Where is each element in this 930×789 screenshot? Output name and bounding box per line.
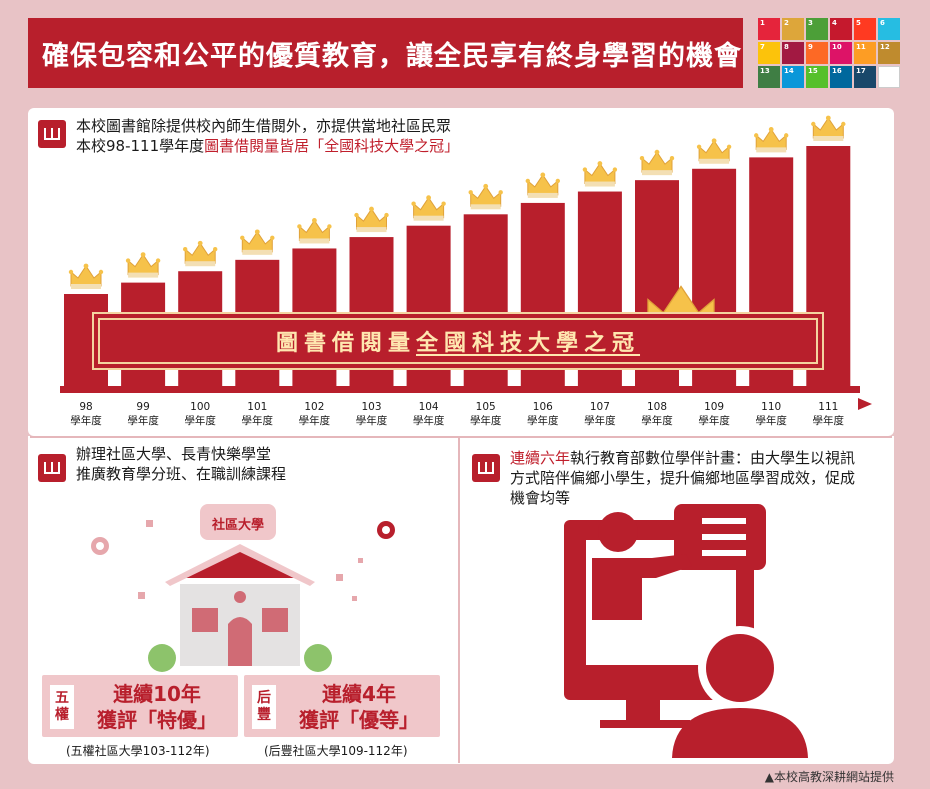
x-tick-label: 111 學年度	[812, 401, 845, 427]
online-tutor-icon	[564, 504, 808, 758]
sdg-goal-icon: 14	[782, 66, 804, 88]
crown-icon	[525, 172, 561, 199]
sdg-goal-icon: 3	[806, 18, 828, 40]
x-tick-label: 98 學年度	[70, 401, 102, 427]
library-line2-highlight: 圖書借閱量皆居「全國科技大學之冠」	[204, 137, 460, 155]
crown-icon	[125, 251, 161, 279]
x-tick-label: 108 學年度	[641, 401, 673, 427]
award-badge: 五權	[50, 685, 74, 729]
sdg-goal-icon: 5	[854, 18, 876, 40]
page-title: 確保包容和公平的優質教育，讓全民享有終身學習的機會	[28, 18, 743, 88]
sdg-goal-icon: 16	[830, 66, 852, 88]
community-line1: 辦理社區大學、長青快樂學堂	[76, 445, 272, 463]
x-tick-label: 103 學年度	[355, 401, 388, 427]
sdg-goal-icon: 12	[878, 42, 900, 64]
sdg-goal-icon: 9	[806, 42, 828, 64]
sdg-goal-icon: 11	[854, 42, 876, 64]
award-note: (后豐社區大學109-112年)	[264, 744, 408, 758]
x-axis-arrow	[858, 398, 872, 410]
crown-icon	[468, 183, 504, 210]
tutoring-line3: 機會均等	[510, 489, 571, 507]
x-tick-label: 99 學年度	[127, 401, 159, 427]
library-line2-prefix: 本校98-111學年度	[76, 137, 205, 155]
community-sign: 社區大學	[211, 518, 264, 533]
tutoring-line2: 方式陪伴偏鄉小學生，提升偏鄉地區學習成效，促成	[510, 469, 856, 487]
x-tick-label: 104 學年度	[412, 401, 445, 427]
sdg-goal-icon: 2	[782, 18, 804, 40]
x-tick-label: 109 學年度	[698, 401, 730, 427]
x-tick-label: 102 學年度	[298, 401, 331, 427]
divider-vertical	[458, 436, 460, 763]
crown-icon	[639, 149, 675, 176]
crown-icon	[239, 228, 275, 256]
award-wuquan: 五權 連續10年 獲評「特優」	[42, 675, 238, 737]
x-tick-label: 110 學年度	[755, 401, 787, 427]
tutoring-line1: 連續六年執行教育部數位學伴計畫：由大學生以視訊	[510, 449, 856, 467]
community-house-illustration	[91, 504, 395, 672]
sdg-icons-grid: 1 2 3 4 5 6 7 8 9 10 11 12 13 14 15 16 17	[758, 18, 900, 88]
book-icon	[38, 120, 66, 148]
library-line1: 本校圖書館除提供校內師生借閱外，亦提供當地社區民眾	[76, 117, 452, 135]
gear-icon	[91, 537, 109, 555]
sdg-goal-icon: 17	[854, 66, 876, 88]
sdg-goal-icon: 10	[830, 42, 852, 64]
crown-icon	[696, 137, 732, 165]
footer-credit: ▲本校高教深耕網站提供	[764, 770, 894, 784]
tutoring-highlight: 連續六年	[510, 449, 571, 467]
gear-icon	[377, 521, 395, 539]
award-badge: 后豐	[252, 685, 276, 729]
book-icon	[38, 454, 66, 482]
crown-icon	[410, 194, 447, 222]
x-tick-label: 106 學年度	[527, 401, 559, 427]
crown-icon	[753, 126, 789, 153]
banner: 圖書借閱量全國科技大學之冠	[92, 312, 824, 370]
x-tick-label: 100 學年度	[184, 401, 216, 427]
crown-icon	[296, 217, 333, 244]
x-tick-label: 105 學年度	[469, 401, 502, 427]
sdg-goal-icon: 1	[758, 18, 780, 40]
banner-text: 圖書借閱量全國科技大學之冠	[275, 331, 641, 356]
divider	[30, 436, 892, 438]
crown-icon	[182, 240, 218, 267]
library-line2: 本校98-111學年度圖書借閱量皆居「全國科技大學之冠」	[76, 136, 459, 156]
award-houfeng: 后豐 連續4年 獲評「優等」	[244, 675, 440, 737]
x-tick-label: 107 學年度	[584, 401, 616, 427]
community-line2: 推廣教育學分班、在職訓練課程	[76, 465, 287, 483]
sdg-goal-icon	[878, 66, 900, 88]
crown-icon	[810, 115, 846, 142]
x-axis	[60, 386, 860, 393]
book-icon	[472, 454, 500, 482]
sdg-goal-icon: 6	[878, 18, 900, 40]
sdg-goal-icon: 4	[830, 18, 852, 40]
crown-icon	[582, 160, 618, 188]
crown-icon	[353, 206, 390, 233]
x-tick-label: 101 學年度	[241, 401, 274, 427]
sdg-goal-icon: 13	[758, 66, 780, 88]
sdg-goal-icon: 7	[758, 42, 780, 64]
award-note: (五權社區大學103-112年)	[66, 744, 210, 758]
crown-icon	[68, 263, 104, 290]
sdg-goal-icon: 8	[782, 42, 804, 64]
sdg-goal-icon: 15	[806, 66, 828, 88]
